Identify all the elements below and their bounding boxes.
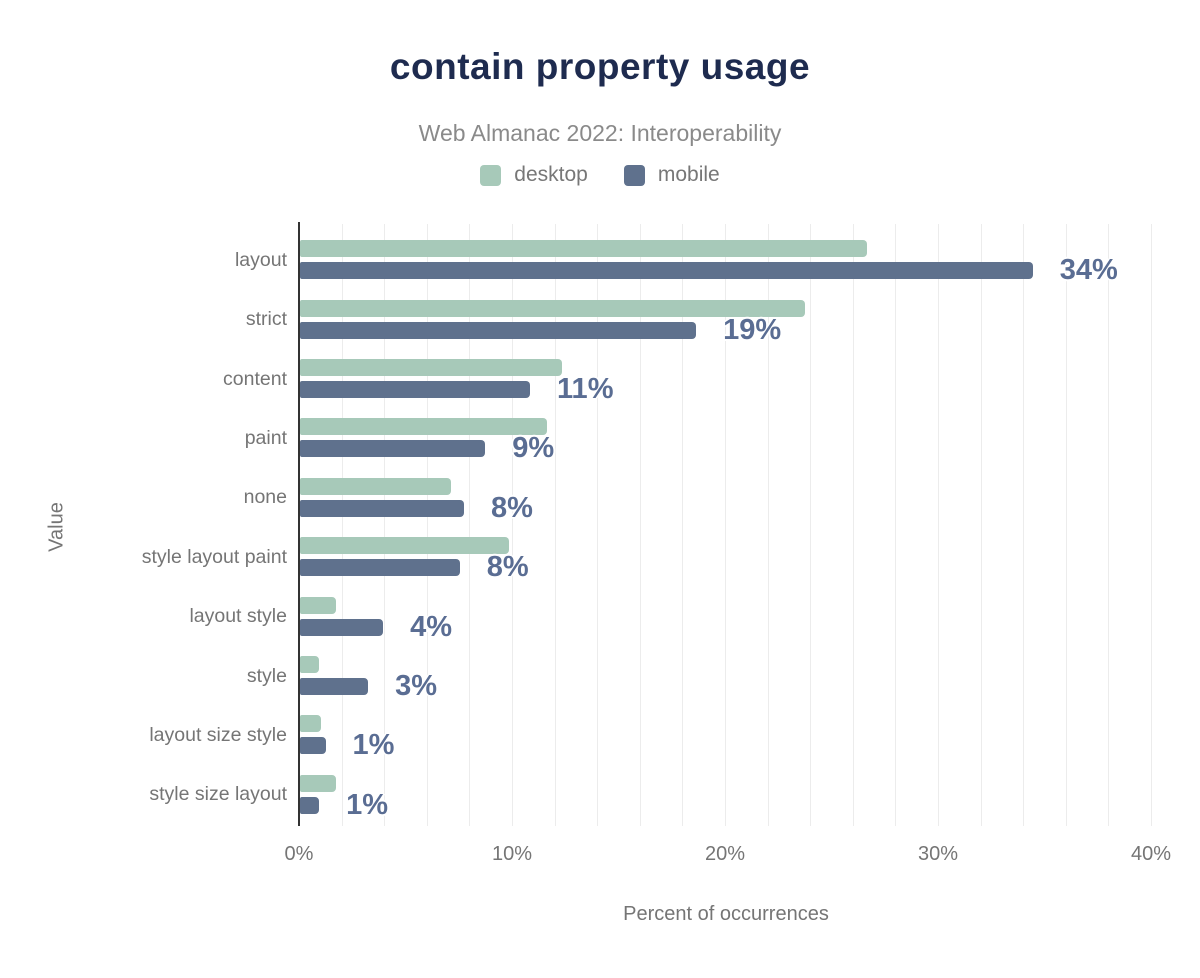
gridline bbox=[1065, 224, 1067, 826]
legend-swatch-desktop-icon bbox=[480, 164, 502, 186]
bar-desktop-content[interactable] bbox=[300, 359, 562, 376]
category-label: strict bbox=[245, 308, 287, 331]
x-axis-title: Percent of occurrences bbox=[623, 903, 829, 925]
legend-swatch-mobile-icon bbox=[623, 164, 645, 186]
gridline bbox=[639, 224, 641, 826]
value-label: 1% bbox=[352, 729, 395, 762]
x-tick-label: 40% bbox=[1130, 843, 1172, 865]
y-axis-line bbox=[298, 222, 300, 826]
gridline bbox=[597, 224, 599, 826]
category-label: style bbox=[246, 664, 287, 687]
value-label: 3% bbox=[395, 670, 438, 702]
gridline bbox=[682, 224, 684, 826]
gridline bbox=[895, 224, 897, 826]
category-label: layout size style bbox=[149, 723, 287, 746]
value-label: 19% bbox=[723, 313, 782, 346]
bar-mobile-content[interactable] bbox=[300, 381, 531, 398]
bar-mobile-layout-size-style[interactable] bbox=[300, 737, 326, 755]
value-label: 9% bbox=[512, 432, 555, 465]
category-label: content bbox=[223, 367, 287, 390]
legend-label-desktop: desktop bbox=[514, 163, 588, 186]
legend-item-mobile[interactable]: mobile bbox=[623, 163, 720, 187]
x-tick-label: 20% bbox=[704, 843, 746, 865]
legend-label-mobile: mobile bbox=[657, 163, 720, 186]
bar-mobile-layout-style[interactable] bbox=[300, 618, 384, 636]
chart-subtitle: Web Almanac 2022: Interoperability bbox=[418, 120, 782, 146]
bar-desktop-style-size-layout[interactable] bbox=[300, 774, 337, 792]
gridline bbox=[725, 224, 726, 826]
bar-mobile-layout[interactable] bbox=[300, 262, 1033, 280]
category-label: style size layout bbox=[149, 783, 287, 806]
gridline bbox=[469, 224, 471, 826]
value-label: 1% bbox=[346, 788, 389, 821]
gridline bbox=[341, 224, 343, 826]
bar-mobile-style-size-layout[interactable] bbox=[300, 796, 320, 814]
bar-mobile-none[interactable] bbox=[300, 499, 464, 517]
category-label: layout bbox=[234, 248, 287, 271]
chart-title: contain property usage bbox=[389, 46, 811, 87]
y-axis-title: Value bbox=[45, 502, 68, 552]
gridline bbox=[852, 224, 854, 826]
legend-item-desktop[interactable]: desktop bbox=[480, 163, 588, 187]
bar-mobile-strict[interactable] bbox=[300, 321, 697, 339]
legend: desktop mobile bbox=[0, 160, 1200, 190]
value-label: 8% bbox=[486, 551, 529, 584]
value-label: 34% bbox=[1059, 254, 1118, 287]
bar-mobile-style[interactable] bbox=[300, 678, 369, 695]
bar-mobile-paint[interactable] bbox=[300, 440, 486, 458]
gridline bbox=[938, 224, 939, 826]
gridline bbox=[980, 224, 982, 826]
bar-desktop-layout-size-style[interactable] bbox=[300, 715, 322, 733]
bar-desktop-layout[interactable] bbox=[300, 240, 867, 258]
x-tick-label: 10% bbox=[491, 843, 533, 865]
x-tick-label: 30% bbox=[917, 843, 959, 865]
category-label: style layout paint bbox=[141, 545, 287, 568]
value-label: 11% bbox=[557, 373, 614, 405]
bar-desktop-layout-style[interactable] bbox=[300, 596, 337, 614]
bar-desktop-paint[interactable] bbox=[300, 418, 548, 436]
value-label: 8% bbox=[491, 491, 533, 524]
value-label: 4% bbox=[410, 610, 452, 643]
bar-desktop-none[interactable] bbox=[300, 477, 452, 495]
gridline bbox=[426, 224, 428, 826]
gridline bbox=[1023, 224, 1025, 826]
gridline bbox=[810, 224, 812, 826]
gridline bbox=[767, 224, 769, 826]
gridline bbox=[554, 224, 556, 826]
category-label: layout style bbox=[189, 605, 287, 628]
category-label: paint bbox=[244, 426, 287, 449]
category-label: none bbox=[243, 486, 287, 509]
bar-desktop-strict[interactable] bbox=[300, 299, 805, 317]
gridline bbox=[384, 224, 386, 826]
bar-desktop-style-layout-paint[interactable] bbox=[300, 537, 509, 555]
bar-mobile-style-layout-paint[interactable] bbox=[300, 559, 460, 577]
gridline bbox=[512, 224, 513, 826]
bar-desktop-style[interactable] bbox=[300, 656, 320, 673]
x-tick-label: 0% bbox=[284, 843, 314, 865]
gridline bbox=[1108, 224, 1110, 826]
gridline bbox=[1151, 224, 1152, 826]
